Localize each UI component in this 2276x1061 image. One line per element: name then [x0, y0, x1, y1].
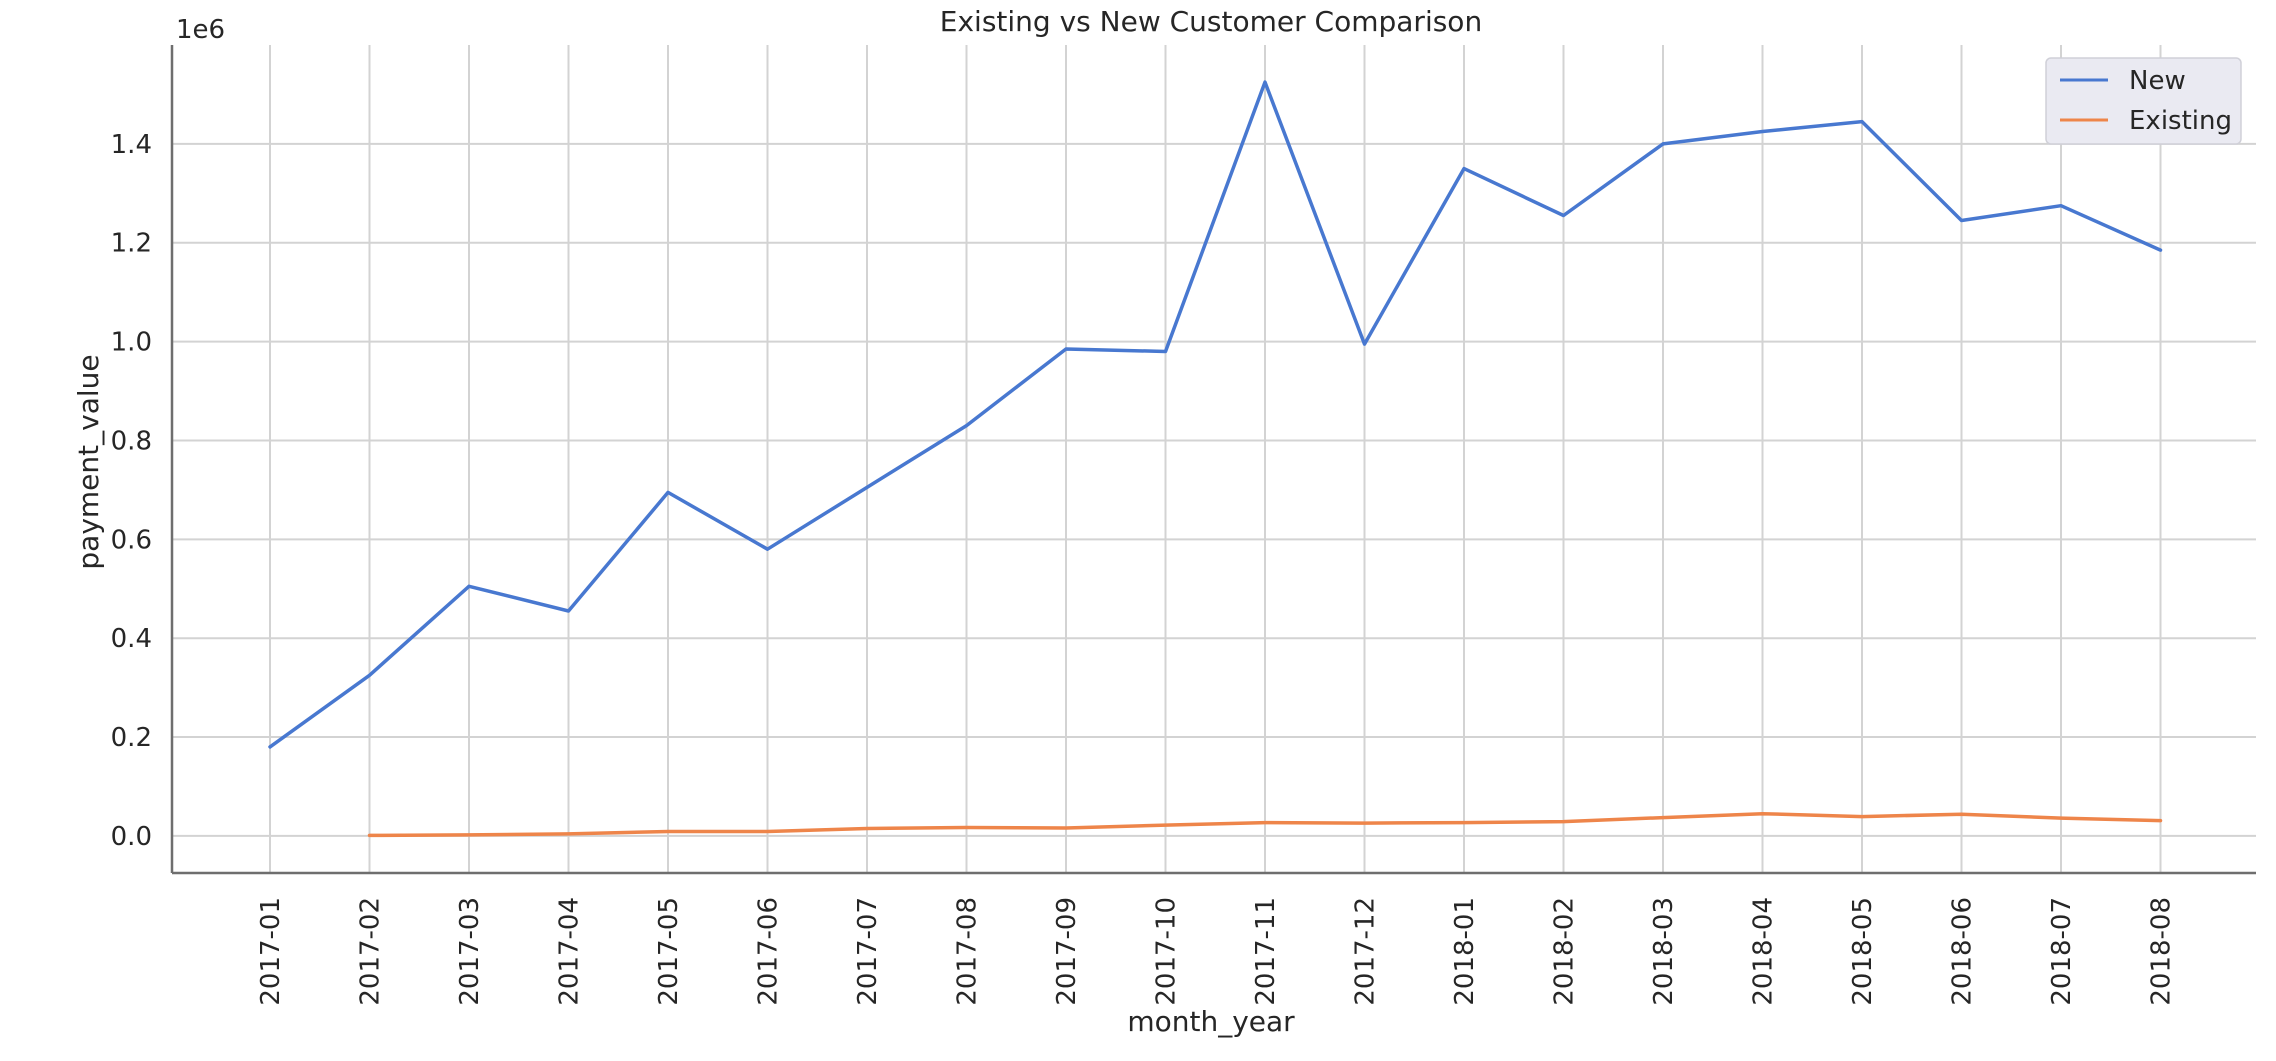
x-tick-label: 2017-07 — [853, 897, 883, 1006]
x-tick-label: 2017-01 — [256, 897, 286, 1006]
x-tick-label: 2017-05 — [654, 897, 684, 1006]
axes-layer — [170, 45, 2256, 875]
series-line-new — [268, 80, 2163, 749]
x-tick-label: 2017-11 — [1251, 897, 1281, 1006]
x-axis-title: month_year — [1127, 1005, 1295, 1038]
legend: New Existing — [2045, 57, 2242, 145]
y-tick-label: 1.4 — [111, 130, 152, 160]
legend-label-existing: Existing — [2129, 106, 2232, 136]
x-tick-label: 2017-03 — [455, 897, 485, 1006]
x-tick-label: 2017-12 — [1351, 897, 1381, 1006]
x-tick-label: 2018-01 — [1450, 897, 1480, 1006]
legend-label-new: New — [2129, 66, 2186, 96]
y-tick-label: 0.2 — [111, 723, 152, 753]
x-tick-label: 2018-04 — [1749, 897, 1779, 1006]
series-layer — [268, 80, 2163, 838]
y-tick-label: 1.0 — [111, 328, 152, 358]
x-tick-label: 2018-08 — [2147, 897, 2177, 1006]
series-line-existing — [367, 811, 2163, 838]
x-tick-label: 2018-07 — [2047, 897, 2077, 1006]
x-tick-label: 2017-02 — [356, 897, 386, 1006]
y-tick-label: 0.8 — [111, 426, 152, 456]
y-tick-label: 0.4 — [111, 624, 152, 654]
x-tick-label: 2017-09 — [1052, 897, 1082, 1006]
chart-title: Existing vs New Customer Comparison — [940, 5, 1482, 38]
y-tick-label: 0.6 — [111, 525, 152, 555]
x-tick-label: 2017-08 — [953, 897, 983, 1006]
y-tick-label: 0.0 — [111, 822, 152, 852]
x-tick-label: 2018-06 — [1948, 897, 1978, 1006]
grid-layer — [172, 45, 2256, 873]
x-tick-label: 2017-04 — [555, 897, 585, 1006]
x-tick-label: 2018-02 — [1550, 897, 1580, 1006]
x-tick-label: 2018-05 — [1848, 897, 1878, 1006]
x-tick-label: 2017-10 — [1152, 897, 1182, 1006]
y-tick-label: 1.2 — [111, 229, 152, 259]
x-tick-label: 2018-03 — [1649, 897, 1679, 1006]
y-offset-label: 1e6 — [176, 15, 225, 45]
y-axis-title: payment_value — [72, 354, 105, 569]
x-tick-label: 2017-06 — [754, 897, 784, 1006]
ticks-layer: 0.0 0.2 0.4 0.6 0.8 1.0 1.2 1.4 2017-01 2017-02 20… — [111, 130, 2177, 1006]
